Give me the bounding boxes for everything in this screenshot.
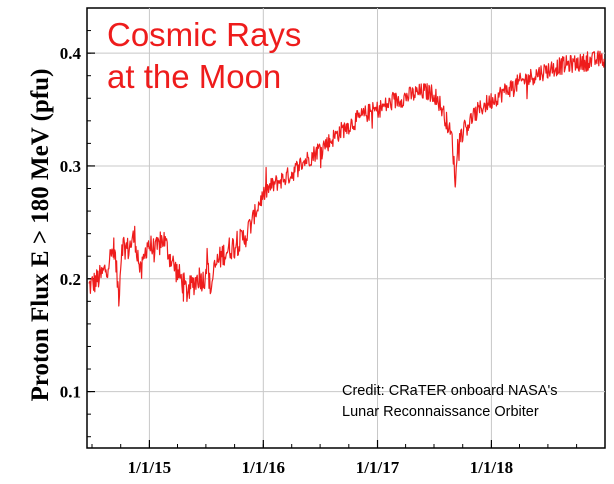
y-axis-label: Proton Flux E > 180 MeV (pfu) (27, 69, 54, 402)
axis-ticks (87, 30, 578, 448)
chart-title-line-2: at the Moon (107, 58, 281, 95)
x-tick-label: 1/1/15 (128, 458, 171, 477)
x-tick-label: 1/1/18 (470, 458, 513, 477)
y-tick-label: 0.2 (60, 270, 81, 289)
tick-labels: 1/1/15 1/1/16 1/1/17 1/1/18 0.1 0.2 0.3 0.4 (60, 44, 513, 477)
credit-line-1: Credit: CRaTER onboard NASA's (342, 383, 558, 399)
y-tick-label: 0.4 (60, 44, 82, 63)
y-tick-label: 0.3 (60, 157, 81, 176)
series-group (88, 50, 605, 307)
credit-line-2: Lunar Reconnaissance Orbiter (342, 404, 539, 420)
chart-title-line-1: Cosmic Rays (107, 16, 301, 53)
x-tick-label: 1/1/16 (242, 458, 285, 477)
x-tick-label: 1/1/17 (356, 458, 400, 477)
y-tick-label: 0.1 (60, 383, 81, 402)
grid-lines (87, 8, 605, 448)
proton-flux-series-line (88, 50, 605, 307)
